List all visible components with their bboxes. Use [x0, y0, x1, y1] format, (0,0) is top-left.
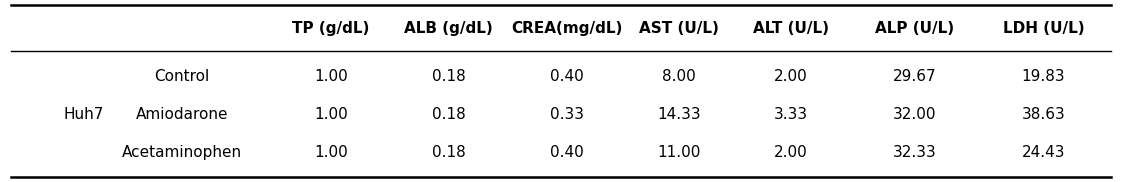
Text: 0.40: 0.40	[550, 69, 583, 84]
Text: 32.33: 32.33	[893, 145, 936, 160]
Text: 24.43: 24.43	[1022, 145, 1065, 160]
Text: 3.33: 3.33	[774, 107, 808, 122]
Text: ALT (U/L): ALT (U/L)	[753, 21, 829, 36]
Text: Huh7: Huh7	[64, 107, 104, 122]
Text: AST (U/L): AST (U/L)	[638, 21, 719, 36]
Text: 0.18: 0.18	[432, 107, 466, 122]
Text: LDH (U/L): LDH (U/L)	[1003, 21, 1084, 36]
Text: 1.00: 1.00	[314, 69, 348, 84]
Text: 11.00: 11.00	[657, 145, 700, 160]
Text: ALP (U/L): ALP (U/L)	[875, 21, 954, 36]
Text: 0.33: 0.33	[550, 107, 583, 122]
Text: ALB (g/dL): ALB (g/dL)	[404, 21, 494, 36]
Text: 2.00: 2.00	[774, 145, 808, 160]
Text: 38.63: 38.63	[1022, 107, 1065, 122]
Text: 0.18: 0.18	[432, 69, 466, 84]
Text: Control: Control	[154, 69, 210, 84]
Text: Acetaminophen: Acetaminophen	[121, 145, 242, 160]
Text: 14.33: 14.33	[657, 107, 700, 122]
Text: 1.00: 1.00	[314, 107, 348, 122]
Text: 1.00: 1.00	[314, 145, 348, 160]
Text: 19.83: 19.83	[1022, 69, 1065, 84]
Text: 32.00: 32.00	[893, 107, 936, 122]
Text: TP (g/dL): TP (g/dL)	[293, 21, 369, 36]
Text: 0.18: 0.18	[432, 145, 466, 160]
Text: 8.00: 8.00	[662, 69, 696, 84]
Text: 0.40: 0.40	[550, 145, 583, 160]
Text: Amiodarone: Amiodarone	[136, 107, 228, 122]
Text: 29.67: 29.67	[893, 69, 936, 84]
Text: 2.00: 2.00	[774, 69, 808, 84]
Text: CREA(mg/dL): CREA(mg/dL)	[511, 21, 623, 36]
